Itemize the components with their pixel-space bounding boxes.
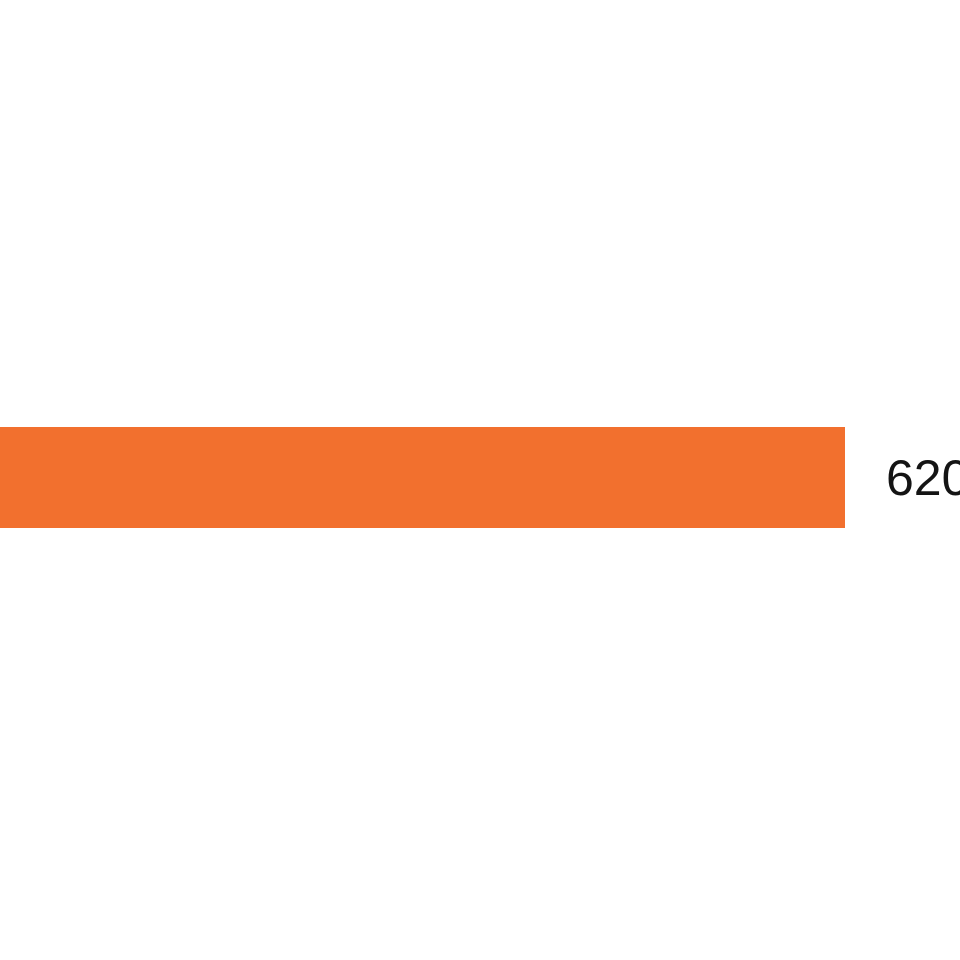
color-swatch-bar xyxy=(0,427,845,528)
swatch-value-label: 620 xyxy=(886,449,960,506)
